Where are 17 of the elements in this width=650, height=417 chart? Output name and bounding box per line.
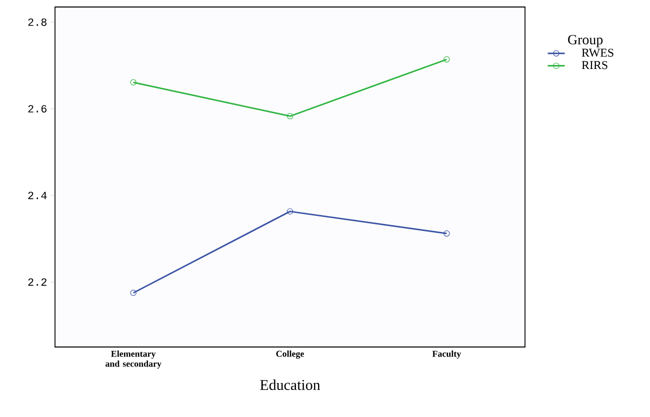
point (444, 230, 450, 237)
legend-label: RWES (582, 48, 614, 57)
y-tick-label: 2.4 (28, 192, 47, 200)
point (130, 79, 136, 86)
point (444, 56, 450, 63)
y-tick-label: 2.2 (28, 278, 46, 286)
x-tick-label: College (276, 350, 304, 359)
x-axis-title: Education (260, 379, 320, 390)
legend-title: Group (568, 34, 603, 48)
point (130, 290, 136, 296)
legend-label: RIRS (582, 61, 608, 70)
y-tick-label: 2.6 (28, 105, 47, 113)
point (286, 113, 294, 120)
x-tick-label: Elementary and secondary (105, 350, 162, 369)
y-tick-label: 2.8 (28, 18, 46, 26)
point (286, 208, 294, 215)
x-tick-label: Faculty (432, 350, 462, 359)
